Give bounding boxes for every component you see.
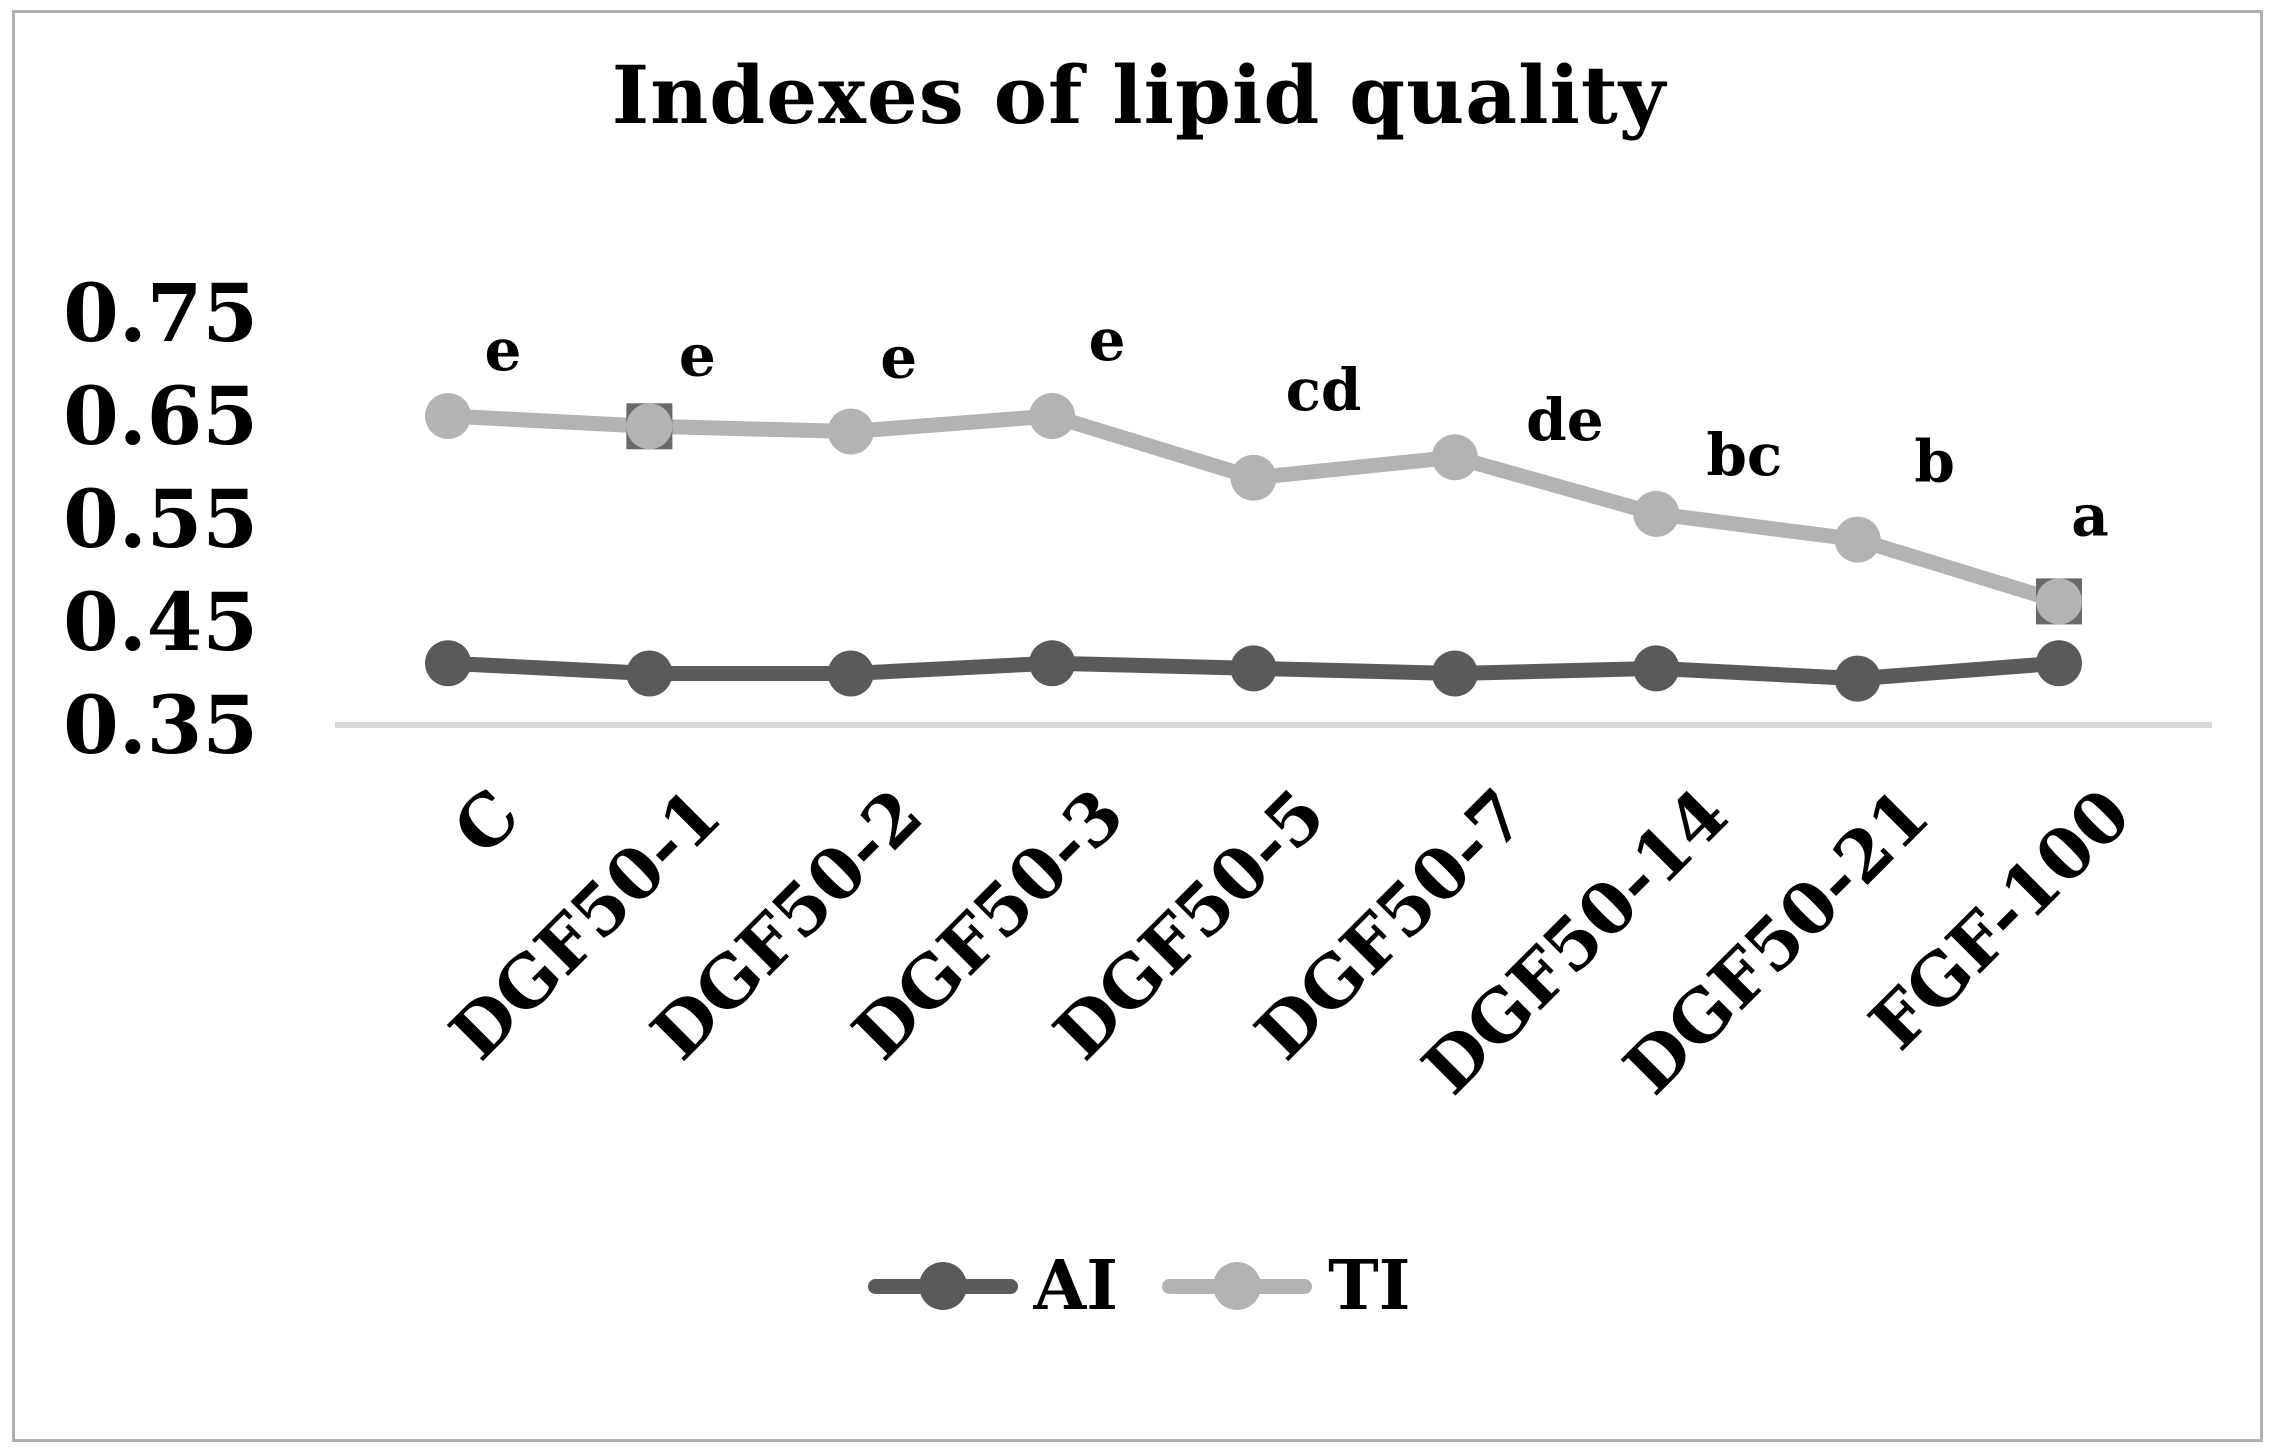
legend-item-ti: TI: [1162, 1246, 1411, 1326]
chart-title: Indexes of lipid quality: [611, 48, 1667, 142]
significance-letter: e: [679, 321, 716, 389]
data-point-ai: [1029, 640, 1076, 687]
y-axis-tick-label: 0.45: [63, 575, 258, 669]
series-ti: [425, 393, 2082, 625]
data-point-ti: [827, 408, 874, 455]
data-point-ti: [2036, 578, 2082, 625]
y-axis-tick-label: 0.75: [63, 266, 258, 360]
data-point-ai: [827, 650, 874, 697]
x-axis-category-label: C: [437, 773, 535, 871]
significance-letter: cd: [1286, 356, 1362, 424]
significance-letter: de: [1526, 386, 1603, 454]
legend-label-ti: TI: [1328, 1246, 1411, 1326]
significance-letter: e: [880, 323, 917, 391]
legend: AI TI: [0, 1252, 2278, 1320]
significance-letter: e: [1089, 306, 1126, 374]
data-point-ai: [1230, 645, 1277, 692]
data-point-ai: [2036, 640, 2082, 687]
data-point-ti: [1633, 490, 1680, 537]
data-point-ti: [1431, 434, 1478, 481]
y-axis-tick-label: 0.55: [63, 472, 258, 566]
significance-letter: bc: [1706, 421, 1782, 489]
data-point-ti: [626, 403, 673, 450]
significance-letter: a: [2071, 481, 2109, 549]
data-point-ai: [425, 640, 471, 687]
data-point-ti: [1029, 393, 1076, 439]
legend-swatch-ti: [1162, 1262, 1313, 1310]
data-point-ai: [1834, 655, 1881, 702]
data-point-ti: [1230, 454, 1277, 501]
legend-item-ai: AI: [867, 1246, 1119, 1326]
chart-border: [12, 10, 2263, 1442]
data-point-ti: [1834, 516, 1881, 563]
legend-marker-icon: [1213, 1262, 1262, 1310]
data-point-ai: [1431, 650, 1478, 697]
y-axis-tick-label: 0.35: [63, 678, 258, 772]
data-point-ai: [1633, 645, 1680, 692]
legend-marker-icon: [918, 1262, 967, 1310]
legend-label-ai: AI: [1033, 1246, 1119, 1326]
legend-swatch-ai: [867, 1262, 1018, 1310]
data-point-ti: [425, 393, 471, 439]
significance-letter: b: [1914, 428, 1955, 496]
series-line-ti: [440, 408, 2067, 609]
y-axis-tick-label: 0.65: [63, 369, 258, 463]
series-ai: [425, 640, 2082, 702]
significance-letter: e: [485, 316, 522, 384]
data-point-ai: [626, 650, 673, 697]
